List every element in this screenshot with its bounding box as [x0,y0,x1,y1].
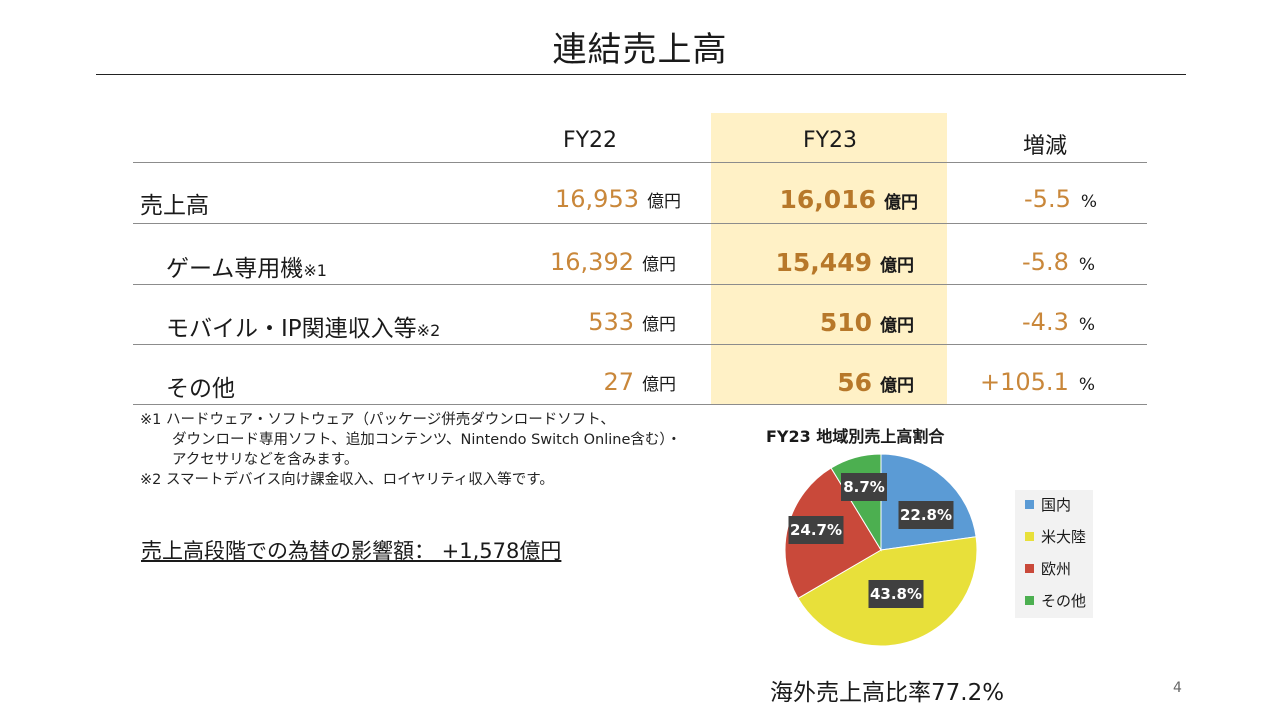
table-cell-fy23: 16,016 億円 [780,185,918,214]
cell-value: 16,016 [779,185,876,214]
table-row-label: 売上高 [140,186,209,220]
legend-swatch [1025,564,1034,573]
legend-item: 米大陸 [1025,526,1086,547]
table-cell-fy23: 15,449 億円 [776,248,914,277]
legend-item: その他 [1025,590,1086,611]
overseas-ratio-text: 海外売上高比率77.2% [770,680,1005,706]
cell-value: 27 [603,368,634,396]
cell-unit: 億円 [880,376,914,396]
cell-unit: 億円 [642,255,676,275]
data-label-text: 8.7% [843,478,885,496]
legend-label: 国内 [1041,496,1072,514]
chart-legend: 国内 米大陸 欧州 その他 [1015,490,1093,618]
table-cell-fy22: 16,392 億円 [550,248,676,276]
cell-value: -4.3 [1022,308,1069,336]
table-cell-fy22: 27 億円 [603,368,676,396]
legend-swatch [1025,532,1034,541]
cell-unit: 億円 [642,315,676,335]
legend-item: 欧州 [1025,558,1071,579]
cell-value: +105.1 [980,368,1069,396]
title-divider [96,74,1186,75]
data-label-4: 8.7% [841,473,887,501]
table-row-label: モバイル・IP関連収入等※2 [166,309,440,343]
table-cell-fy23: 510 億円 [820,308,914,337]
table-divider [133,162,1147,163]
data-label-box [788,516,844,544]
table-divider [133,284,1147,285]
cell-value: -5.5 [1024,185,1071,213]
footnote-line: ※2 スマートデバイス向け課金収入、ロイヤリティ収入等です。 [140,472,554,488]
cell-unit: % [1080,192,1097,212]
table-row-label: ゲーム専用機※1 [166,249,327,283]
row-label-text: ゲーム専用機 [166,256,304,282]
table-cell-fy23: 56 億円 [837,368,914,397]
row-label-text: モバイル・IP関連収入等 [166,316,417,342]
cell-value: 533 [588,308,634,336]
data-label-box [868,580,924,608]
page-number: 4 [1173,680,1182,696]
page-title: 連結売上高 [552,30,728,70]
row-label-text: その他 [166,376,235,402]
column-header-fy23: FY23 [802,128,858,153]
fy23-column-highlight [711,113,947,405]
footnote-line: ダウンロード専用ソフト、追加コンテンツ、Nintendo Switch Onli… [172,432,682,448]
cell-value: -5.8 [1022,248,1069,276]
cell-unit: 億円 [884,193,918,213]
cell-value: 15,449 [775,248,872,277]
cell-unit: 億円 [647,192,681,212]
table-divider [133,223,1147,224]
table-cell-change: -5.5% [1024,185,1097,213]
table-divider [133,344,1147,345]
data-label-text: 24.7% [790,521,842,539]
table-row-label: その他 [166,369,235,403]
row-note: ※1 [303,261,327,280]
data-label-box [841,473,887,501]
cell-unit: 億円 [880,316,914,336]
data-label-text: 22.8% [900,506,952,524]
legend-label: その他 [1041,592,1087,610]
footnote-line: ※1 ハードウェア・ソフトウェア（パッケージ併売ダウンロードソフト、 [140,412,615,428]
data-label-2: 43.8% [868,580,924,608]
cell-value: 510 [819,308,872,337]
cell-unit: % [1078,255,1095,275]
cell-value: 56 [837,368,872,397]
table-divider [133,404,1147,405]
table-cell-fy22: 533 億円 [588,308,676,336]
legend-label: 米大陸 [1041,528,1087,546]
cell-unit: 億円 [642,375,676,395]
footnotes: ※1 ハードウェア・ソフトウェア（パッケージ併売ダウンロードソフト、 ダウンロー… [140,410,681,490]
data-label-1: 22.8% [898,501,954,529]
fx-impact-text: 売上高段階での為替の影響額： +1,578億円 [141,539,562,563]
data-label-3: 24.7% [788,516,844,544]
column-header-fy22: FY22 [562,128,618,153]
cell-value: 16,953 [555,185,639,213]
legend-swatch [1025,500,1034,509]
chart-title: FY23 地域別売上高割合 [766,427,945,446]
footnote-line: アクセサリなどを含みます。 [172,452,359,468]
cell-value: 16,392 [550,248,634,276]
table-cell-change: -4.3% [1022,308,1095,336]
table-cell-fy22: 16,953 億円 [555,185,681,213]
column-header-change: 増減 [1022,134,1067,159]
cell-unit: 億円 [880,256,914,276]
row-note: ※2 [416,321,441,340]
legend-label: 欧州 [1041,560,1072,578]
cell-unit: % [1078,315,1095,335]
legend-swatch [1025,596,1034,605]
data-label-text: 43.8% [870,585,922,603]
cell-unit: % [1078,375,1095,395]
legend-item: 国内 [1025,494,1071,515]
table-cell-change: -5.8% [1022,248,1095,276]
data-label-box [898,501,954,529]
row-label-text: 売上高 [140,193,209,219]
table-cell-change: +105.1% [980,368,1095,396]
pie-chart: 22.8% 43.8% 24.7% 8.7% [784,453,978,647]
